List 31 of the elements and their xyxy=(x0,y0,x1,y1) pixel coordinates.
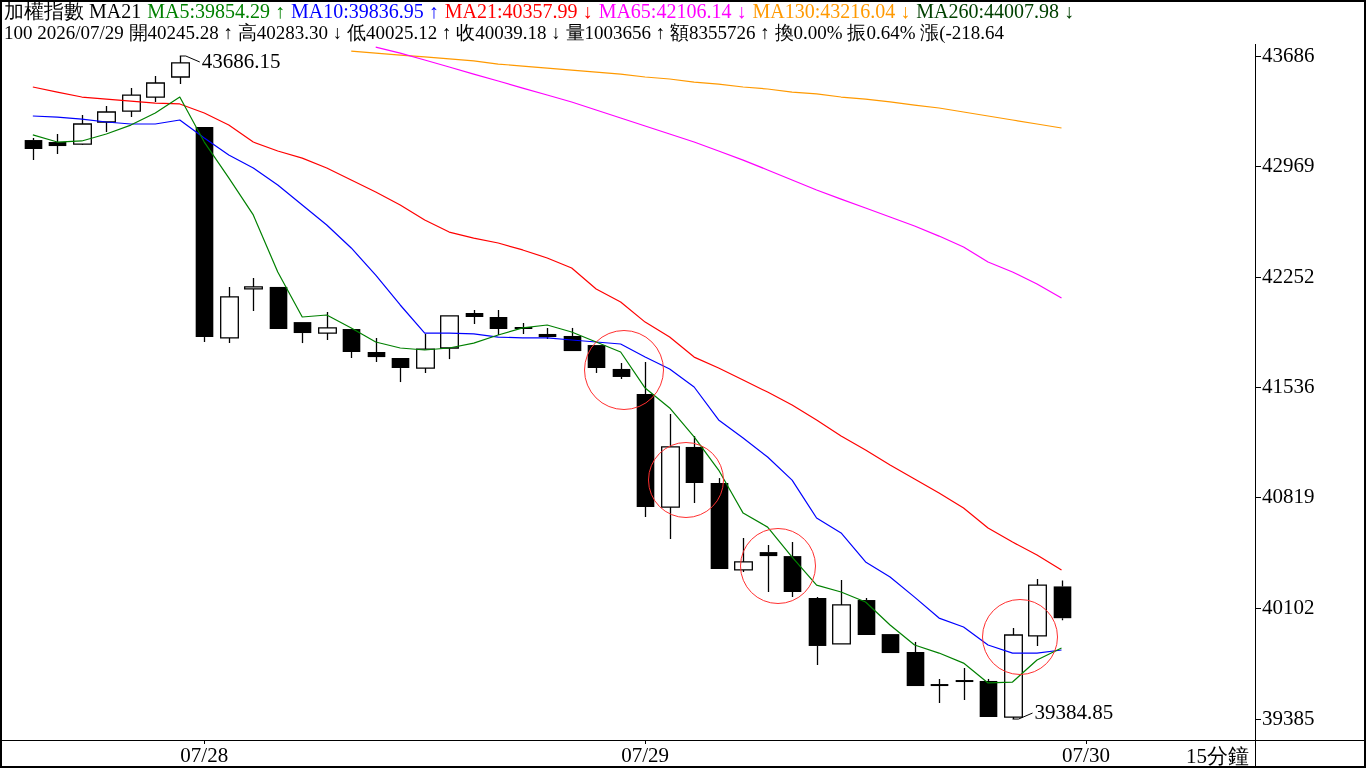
candlestick xyxy=(367,337,386,363)
x-tick-label: 07/30 xyxy=(1062,743,1110,768)
candlestick xyxy=(808,598,827,666)
y-tick-label: 39385 xyxy=(1262,705,1315,730)
y-tick-label: 42969 xyxy=(1262,153,1315,178)
y-tick-label: 40102 xyxy=(1262,595,1315,620)
y-tick-label: 40819 xyxy=(1262,484,1315,509)
annotation: 43686.15 xyxy=(201,48,281,73)
legend-label: MA260:44007.98 ↓ xyxy=(916,0,1075,22)
y-tick-label: 43686 xyxy=(1262,42,1315,67)
text: MA10:39836.95 ↑ xyxy=(291,0,439,22)
candlestick xyxy=(759,544,778,593)
candlestick xyxy=(783,541,802,598)
text: 15分鐘 xyxy=(1186,743,1249,768)
text: MA65:42106.14 ↓ xyxy=(598,0,747,22)
candlestick xyxy=(955,667,974,701)
x-tick-label: 07/29 xyxy=(621,743,670,768)
candlestick xyxy=(930,678,949,704)
chart-title: 加權指數 MA21 xyxy=(4,0,142,22)
x-tick-label: 07/28 xyxy=(180,743,229,768)
candlestick xyxy=(832,579,851,645)
chart-subtitle: 100 2026/07/29 開40245.28 ↑ 高40283.30 ↓ 低40025.12 ↑ 收40039.18 ↓ 量1003656 ↑ 額8355726 ↑ 換0.00% 振0.64% 漲(-218.64 xyxy=(4,22,1006,43)
text: MA21:40357.99 ↓ xyxy=(444,0,593,22)
candlestick xyxy=(318,311,337,341)
y-tick-label: 41536 xyxy=(1262,373,1315,398)
candlestick xyxy=(661,413,680,540)
text: MA5:39854.29 ↑ xyxy=(147,0,286,22)
y-tick-label: 42252 xyxy=(1262,263,1315,288)
text: MA130:43216.04 ↓ xyxy=(752,0,911,22)
annotation: 39384.85 xyxy=(1034,699,1114,724)
candlestick xyxy=(636,361,655,518)
